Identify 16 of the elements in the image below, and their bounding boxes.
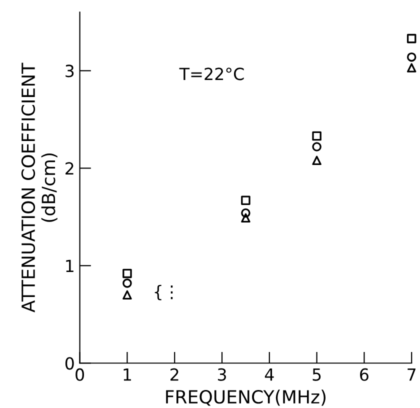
y-tick-label: 2: [66, 162, 74, 175]
x-tick-label: 4: [264, 368, 274, 381]
y-tick-label: 1: [66, 260, 74, 272]
x-axis-title: FREQUENCY(MHz): [166, 390, 326, 406]
x-tick-label: 2: [170, 368, 178, 381]
y-axis-title: ATTENUATION COEFFICIENT (dB/cm): [21, 62, 58, 312]
x-tick-label: 7: [408, 368, 416, 381]
x-tick-label: 6: [360, 368, 368, 381]
x-tick-label: 5: [312, 368, 321, 381]
annotation: {⋮: [154, 284, 173, 300]
x-tick-label: 1: [124, 368, 131, 381]
y-tick-label: 0: [65, 357, 74, 370]
x-tick-label: 3: [218, 368, 226, 381]
y-tick-label: 3: [66, 64, 74, 78]
annotation: T=22°C: [179, 68, 244, 80]
x-tick-label: 0: [76, 368, 84, 381]
